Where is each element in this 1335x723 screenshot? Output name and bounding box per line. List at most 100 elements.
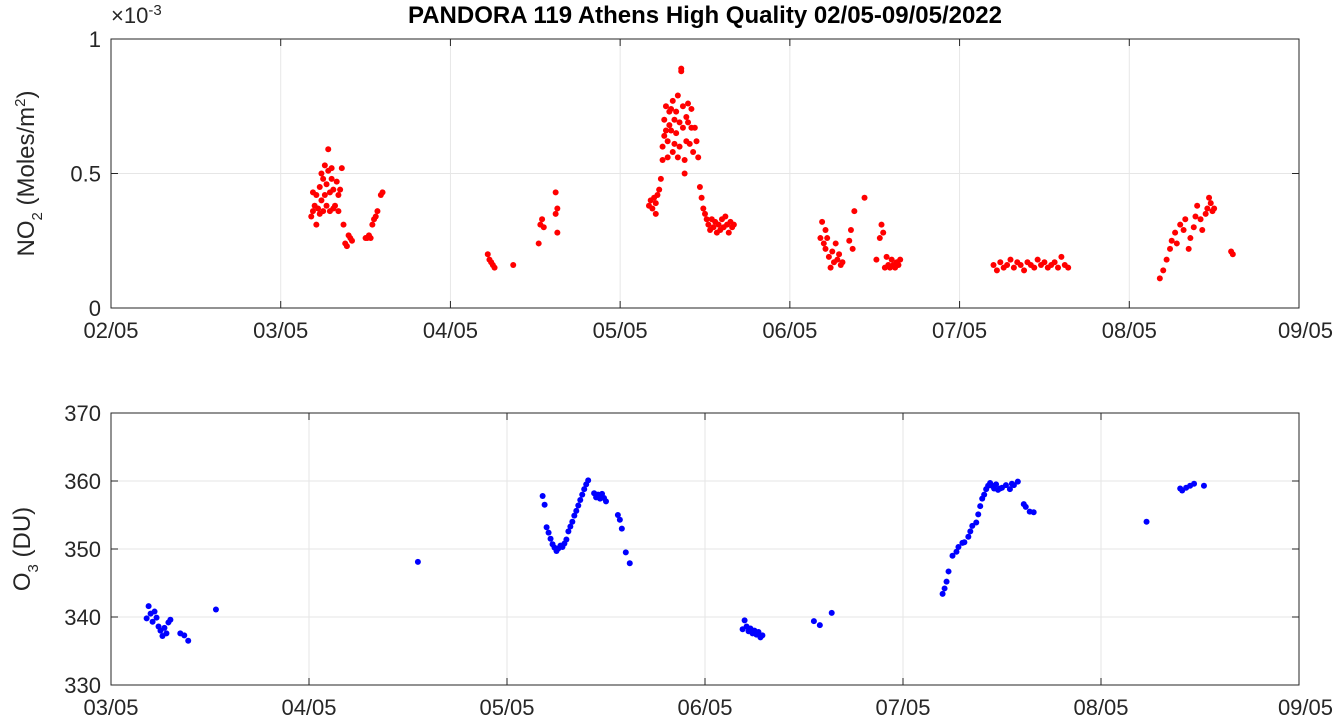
o3-data-point bbox=[993, 481, 1000, 488]
o3-data-point bbox=[955, 543, 962, 550]
no2-data-point bbox=[323, 202, 330, 209]
o3-data-point bbox=[579, 491, 586, 498]
no2-data-point bbox=[997, 259, 1004, 266]
no2-y-label-unit-superscript: 2 bbox=[12, 98, 29, 106]
no2-data-point bbox=[1065, 264, 1072, 271]
no2-data-point bbox=[340, 221, 347, 228]
o3-data-point bbox=[581, 486, 588, 493]
no2-data-point bbox=[710, 224, 717, 231]
no2-data-point bbox=[674, 154, 681, 161]
no2-data-point bbox=[1180, 226, 1187, 233]
no2-data-point bbox=[330, 186, 337, 193]
no2-y-multiplier-exponent: -3 bbox=[148, 2, 161, 19]
o3-data-point bbox=[163, 630, 170, 637]
o3-data-point bbox=[547, 535, 554, 542]
o3-data-point bbox=[969, 522, 976, 529]
o3-y-axis-label: O3 (DU) bbox=[9, 507, 42, 591]
o3-x-tick-label: 04/05 bbox=[281, 695, 336, 720]
no2-data-point bbox=[681, 157, 688, 164]
o3-y-tick-label: 350 bbox=[64, 537, 101, 562]
no2-y-label-unit: (Moles/m bbox=[13, 107, 40, 212]
o3-x-tick-label: 08/05 bbox=[1073, 695, 1128, 720]
no2-data-point bbox=[1004, 261, 1011, 268]
no2-data-point bbox=[691, 124, 698, 131]
no2-data-point bbox=[652, 210, 659, 217]
no2-data-point bbox=[849, 245, 856, 252]
no2-data-point bbox=[321, 192, 328, 199]
no2-y-label-subscript: 2 bbox=[29, 212, 46, 220]
no2-data-point bbox=[876, 235, 883, 242]
no2-y-axis-label: NO2 (Moles/m2) bbox=[12, 90, 46, 256]
no2-data-point bbox=[664, 154, 671, 161]
o3-y-label-subscript: 3 bbox=[25, 564, 42, 572]
o3-data-point bbox=[981, 491, 988, 498]
no2-data-point bbox=[1197, 216, 1204, 223]
o3-data-point bbox=[569, 518, 576, 525]
o3-data-point bbox=[585, 477, 592, 484]
o3-data-point bbox=[949, 552, 956, 559]
o3-data-point bbox=[1030, 509, 1037, 516]
no2-data-point bbox=[335, 192, 342, 199]
o3-data-point bbox=[741, 617, 748, 624]
o3-data-point bbox=[414, 558, 421, 565]
o3-data-point bbox=[151, 608, 158, 615]
no2-data-point bbox=[832, 240, 839, 247]
no2-data-point bbox=[695, 154, 702, 161]
no2-data-point bbox=[822, 226, 829, 233]
o3-data-point bbox=[565, 528, 572, 535]
no2-data-point bbox=[817, 235, 824, 242]
no2-data-point bbox=[654, 192, 661, 199]
no2-data-point bbox=[662, 103, 669, 110]
o3-data-point bbox=[1200, 482, 1207, 489]
no2-data-point bbox=[316, 183, 323, 190]
no2-data-point bbox=[321, 162, 328, 169]
no2-data-point bbox=[688, 105, 695, 112]
no2-data-point bbox=[332, 202, 339, 209]
no2-data-point bbox=[1204, 205, 1211, 212]
no2-data-point bbox=[337, 186, 344, 193]
no2-data-point bbox=[661, 132, 668, 139]
no2-data-point bbox=[1190, 224, 1197, 231]
no2-y-multiplier: ×10-3 bbox=[111, 2, 162, 28]
no2-data-point bbox=[824, 235, 831, 242]
o3-data-point bbox=[1022, 503, 1029, 510]
no2-data-point bbox=[669, 148, 676, 155]
no2-data-point bbox=[673, 108, 680, 115]
o3-data-point bbox=[563, 536, 570, 543]
no2-data-point bbox=[683, 114, 690, 121]
no2-data-point bbox=[846, 237, 853, 244]
no2-x-tick-label: 07/05 bbox=[932, 318, 987, 343]
no2-data-point bbox=[878, 221, 885, 228]
o3-y-label-main: O bbox=[9, 573, 36, 592]
o3-data-point bbox=[541, 501, 548, 508]
o3-data-point bbox=[1010, 482, 1017, 489]
no2-y-tick-label: 0 bbox=[89, 296, 101, 321]
o3-data-point bbox=[573, 507, 580, 514]
no2-data-point bbox=[700, 205, 707, 212]
no2-data-point bbox=[510, 261, 517, 268]
o3-y-tick-label: 340 bbox=[64, 605, 101, 630]
no2-data-point bbox=[554, 205, 561, 212]
no2-x-tick-label: 04/05 bbox=[423, 318, 478, 343]
o3-y-tick-label: 330 bbox=[64, 673, 101, 698]
no2-y-label-main: NO bbox=[13, 221, 40, 257]
no2-x-tick-label: 08/05 bbox=[1102, 318, 1157, 343]
no2-data-point bbox=[313, 221, 320, 228]
no2-data-point bbox=[1199, 226, 1206, 233]
no2-data-point bbox=[668, 105, 675, 112]
no2-data-point bbox=[379, 189, 386, 196]
o3-data-point bbox=[622, 549, 629, 556]
no2-data-point bbox=[897, 256, 904, 263]
o3-data-point bbox=[1191, 480, 1198, 487]
no2-data-point bbox=[1051, 259, 1058, 266]
no2-data-point bbox=[690, 148, 697, 155]
no2-data-point bbox=[338, 165, 345, 172]
no2-data-point bbox=[491, 264, 498, 271]
no2-data-point bbox=[681, 170, 688, 177]
no2-data-point bbox=[484, 251, 491, 258]
no2-data-point bbox=[990, 261, 997, 268]
no2-data-point bbox=[335, 208, 342, 215]
no2-data-point bbox=[861, 194, 868, 201]
no2-data-point bbox=[1207, 200, 1214, 207]
o3-data-point bbox=[953, 548, 960, 555]
